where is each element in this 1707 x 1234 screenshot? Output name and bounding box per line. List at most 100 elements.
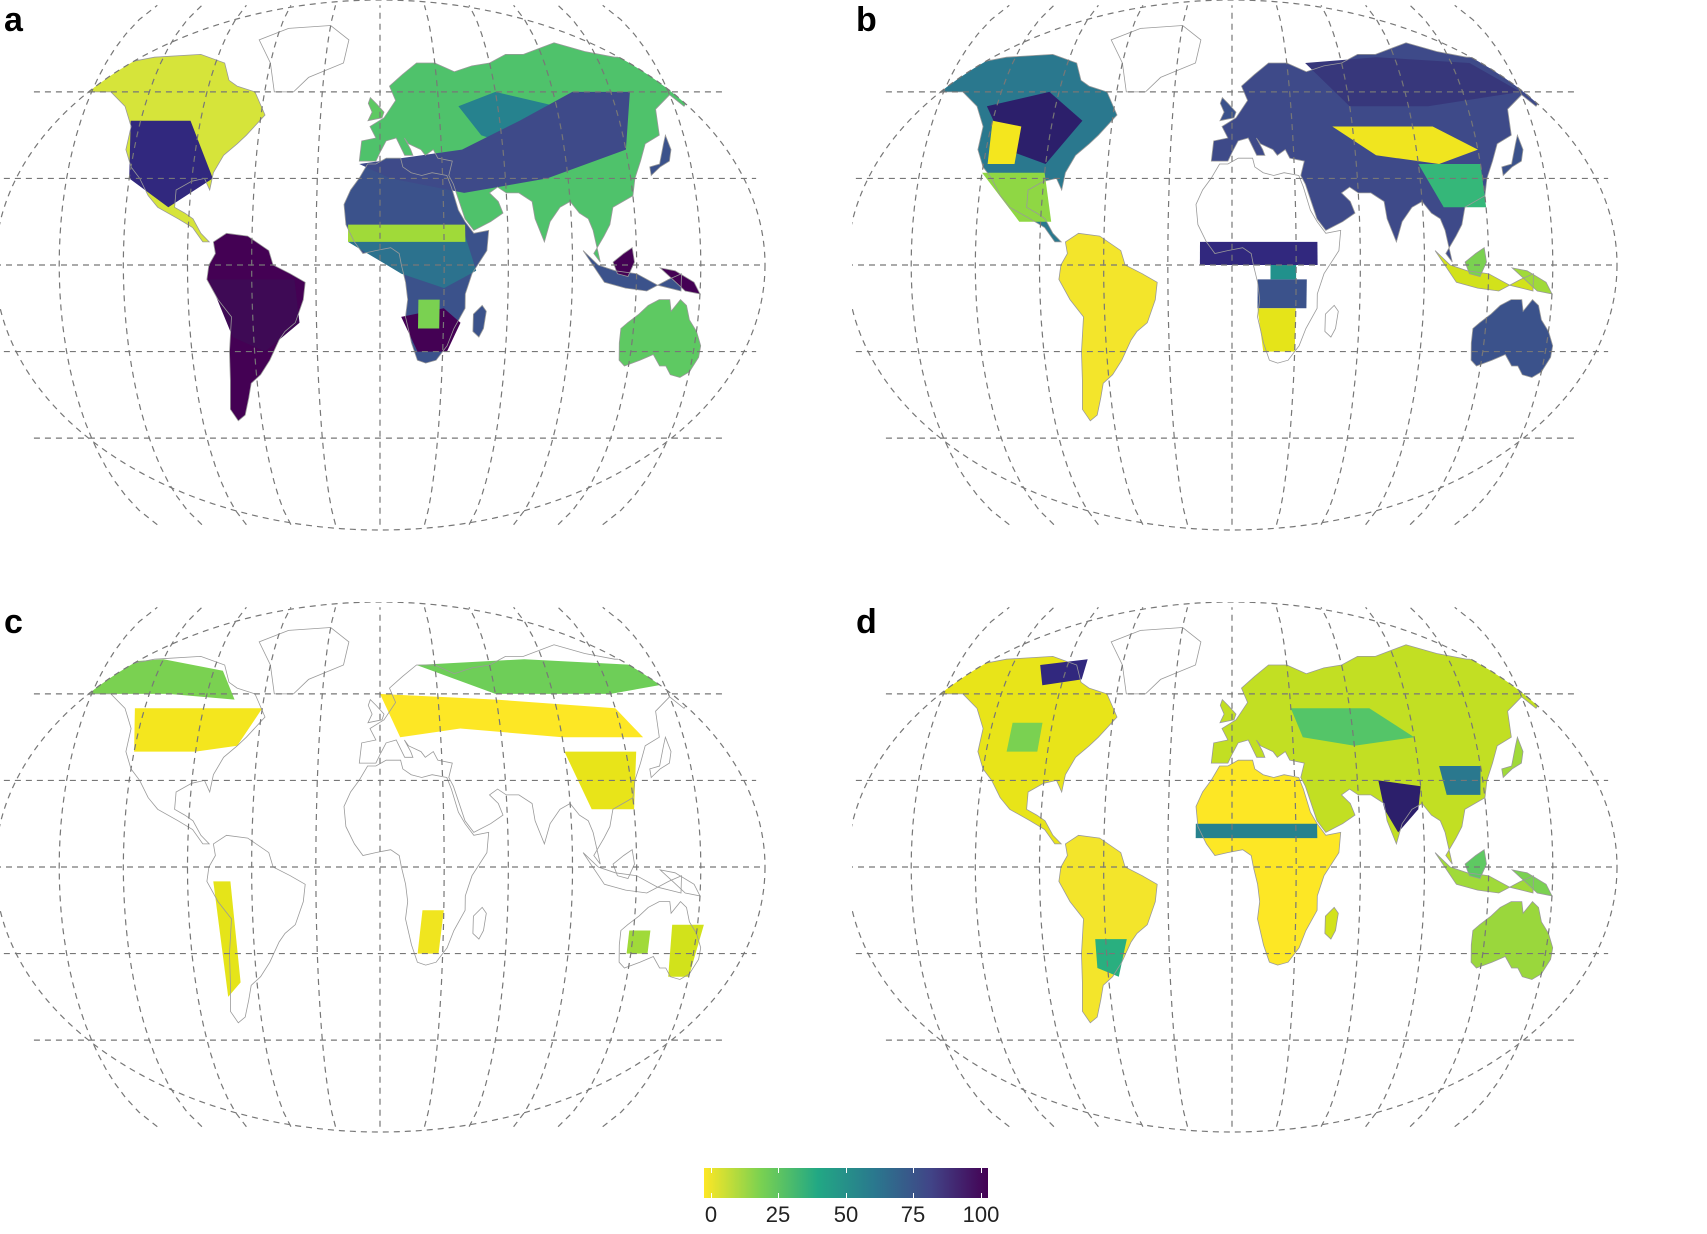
value-region-b-22 — [1270, 265, 1297, 280]
value-region-d-7 — [1512, 869, 1552, 896]
coastline-madagascar — [472, 906, 487, 940]
coastline-greenland — [258, 25, 350, 93]
map-panel-c: c — [0, 602, 852, 1200]
value-region-a-4 — [619, 299, 701, 378]
meridian — [468, 5, 509, 525]
value-region-d-19 — [1006, 722, 1043, 752]
coastline-indonesia — [1434, 852, 1534, 894]
coastline-africa — [343, 759, 490, 966]
value-region-b-19 — [1199, 241, 1318, 265]
coastline-eurasia — [358, 42, 717, 263]
coastline-indonesia — [1434, 250, 1534, 292]
map-boundary — [852, 602, 1618, 1133]
meridian — [1320, 607, 1361, 1127]
meridian — [423, 607, 445, 1127]
meridian — [1038, 4, 1099, 526]
coastline-indonesia — [582, 250, 682, 292]
colorbar-tick-0 — [711, 1168, 712, 1198]
map-panel-b: b — [852, 0, 1704, 598]
map-d — [852, 602, 1618, 1133]
coastline-indonesia — [582, 852, 682, 894]
coastline-southAmerica — [1058, 232, 1158, 422]
colorbar-tick-100 — [981, 1168, 982, 1198]
colorbar-label-0: 0 — [704, 1202, 718, 1227]
meridian — [468, 607, 509, 1127]
coastline-uk — [367, 698, 385, 724]
value-region-c-18 — [213, 881, 241, 997]
value-region-a-17 — [401, 308, 461, 352]
value-region-b-1 — [1058, 233, 1158, 421]
colorbar-legend: 0 25 50 75 100 — [704, 1168, 999, 1228]
coastline-southAmerica — [206, 232, 306, 422]
panel-label-a: a — [4, 1, 23, 39]
coastline-madagascar — [1324, 906, 1339, 940]
value-region-b-11 — [1567, 371, 1599, 398]
meridian — [1038, 606, 1099, 1128]
value-region-d-15 — [1439, 766, 1481, 795]
coastline-eurasia — [1210, 42, 1569, 263]
value-region-d-16 — [1195, 823, 1318, 839]
map-c — [0, 602, 766, 1133]
value-region-b-14 — [987, 120, 1022, 164]
meridian — [1275, 607, 1297, 1127]
value-region-d-18 — [1290, 708, 1415, 746]
panel-label-c: c — [4, 603, 23, 641]
value-region-a-19 — [348, 224, 466, 242]
value-region-d-2 — [1211, 644, 1569, 865]
value-region-c-19 — [417, 910, 444, 954]
value-region-d-1 — [1058, 835, 1158, 1023]
coastline-eurasia — [358, 644, 717, 865]
coastline-borneo — [612, 849, 635, 879]
coastline-madagascar — [1324, 304, 1339, 338]
value-region-b-15 — [982, 172, 1052, 222]
map-land-a — [65, 25, 748, 422]
coastline-southAmerica — [1058, 834, 1158, 1024]
graticule-c — [0, 602, 766, 1133]
value-region-d-6 — [1465, 849, 1487, 879]
value-region-b-16 — [1305, 57, 1521, 107]
coastline-borneo — [612, 247, 635, 277]
value-region-b-17 — [1332, 126, 1478, 164]
map-panel-a: a — [0, 0, 852, 598]
value-region-c-11 — [715, 973, 747, 1000]
map-boundary — [0, 0, 766, 531]
colorbar-tick-50 — [846, 1168, 847, 1198]
value-region-d-3 — [1196, 760, 1341, 966]
value-region-c-21 — [626, 930, 651, 954]
value-region-b-4 — [1471, 299, 1553, 378]
coastline-northAmerica — [65, 53, 266, 243]
value-region-a-18 — [209, 279, 300, 352]
coastline-japan — [649, 735, 672, 779]
coastline-northAmerica — [917, 53, 1118, 243]
map-boundary — [852, 0, 1618, 531]
value-region-d-13 — [1040, 659, 1088, 686]
colorbar-label-25: 25 — [765, 1202, 791, 1227]
coastline-greenland — [1110, 627, 1202, 695]
value-region-d-4 — [1471, 901, 1553, 980]
panel-label-d: d — [856, 603, 877, 641]
value-region-a-7 — [660, 267, 700, 294]
value-region-b-21 — [1257, 308, 1296, 352]
value-region-a-11 — [715, 371, 747, 398]
colorbar-label-50: 50 — [833, 1202, 859, 1227]
value-region-d-11 — [1567, 973, 1599, 1000]
value-region-a-5 — [583, 250, 682, 291]
coastline-madagascar — [472, 304, 487, 338]
meridian — [186, 606, 247, 1128]
map-land-c — [65, 627, 748, 1024]
value-region-b-5 — [1435, 250, 1534, 291]
colorbar-tick-25 — [778, 1168, 779, 1198]
meridian — [1275, 5, 1297, 525]
graticule-d — [852, 602, 1618, 1133]
colorbar-label-75: 75 — [900, 1202, 926, 1227]
panel-label-b: b — [856, 1, 877, 39]
value-region-c-14 — [416, 659, 707, 694]
coastline-africa — [1195, 759, 1342, 966]
coastline-borneo — [1464, 247, 1487, 277]
coastline-southAmerica — [206, 834, 306, 1024]
coastline-northAmerica — [917, 655, 1118, 845]
value-region-b-7 — [1512, 267, 1552, 294]
meridian — [423, 5, 445, 525]
value-region-d-5 — [1435, 852, 1534, 893]
value-region-a-6 — [613, 247, 635, 277]
